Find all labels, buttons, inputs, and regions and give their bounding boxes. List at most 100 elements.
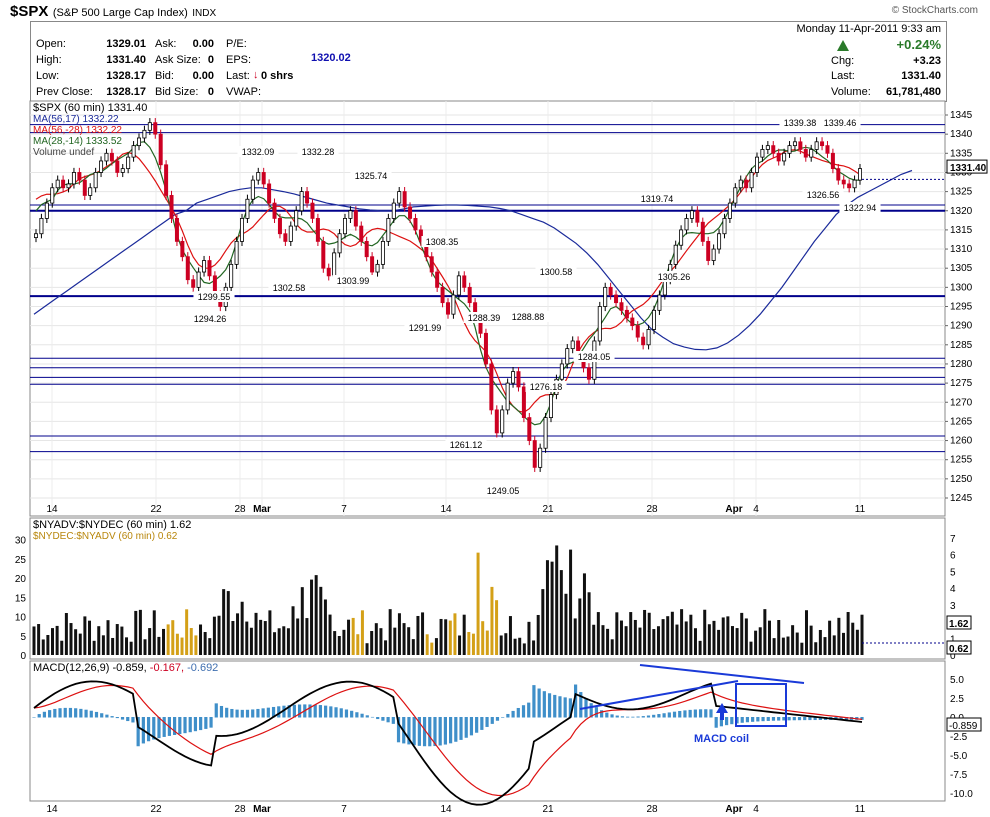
- breadth-bar: [536, 614, 540, 655]
- candle-body: [776, 152, 781, 162]
- price-label-text: 1325.74: [355, 171, 388, 181]
- price-label-text: 1300.58: [540, 267, 573, 277]
- price-label: 1261.12: [445, 439, 487, 450]
- macd-histogram-bar: [376, 717, 380, 720]
- breadth-bar: [88, 620, 92, 655]
- breadth-bar: [458, 635, 462, 655]
- candle-body: [413, 218, 418, 231]
- candle-body: [516, 371, 521, 388]
- candle-body: [825, 145, 830, 154]
- breadth-bar: [698, 640, 702, 655]
- ma3-legend: MA(28,-14) 1333.52: [33, 136, 122, 147]
- breadth-bar: [670, 611, 674, 655]
- breadth-bar: [55, 625, 59, 655]
- candle-body: [353, 210, 358, 227]
- breadth-axis: 302520151050765432101.620.62: [15, 534, 972, 662]
- arrow-up-icon: [716, 703, 728, 720]
- breadth-bar: [226, 591, 230, 655]
- breadth-bar: [263, 621, 267, 655]
- last-price-tag: 1331.40: [946, 159, 988, 174]
- breadth-bar: [828, 620, 832, 655]
- date-tick-label: Mar: [253, 504, 271, 515]
- macd-histogram-bar: [428, 717, 432, 747]
- date-tick-label: 22: [150, 504, 162, 515]
- macd-histogram-bar: [350, 710, 354, 718]
- breadth-bar: [175, 633, 179, 655]
- candle-body: [798, 141, 803, 150]
- macd-histogram-bar: [589, 703, 593, 718]
- macd-histogram-bar: [756, 717, 760, 722]
- volume-label: Volume:: [831, 86, 871, 98]
- bidsize-label: Bid Size:: [155, 86, 199, 98]
- macd-panel: [29, 660, 946, 802]
- macd-histogram-bar: [251, 709, 255, 718]
- breadth-bar: [236, 613, 240, 655]
- breadth-bar: [245, 621, 249, 655]
- breadth-bar: [633, 619, 637, 655]
- macd-histogram-bar: [641, 716, 645, 718]
- breadth-bar: [185, 609, 189, 655]
- price-label-bg: [482, 485, 524, 496]
- ask-label: Ask:: [155, 38, 177, 50]
- macd-legend-v2: -0.167,: [149, 662, 185, 674]
- macd-histogram-bar: [542, 691, 546, 718]
- macd-histogram-bar: [42, 711, 47, 718]
- macd-histogram-bar: [271, 706, 276, 718]
- candle-body: [364, 240, 369, 258]
- breadth-bar: [569, 549, 573, 655]
- candle-body: [136, 137, 141, 147]
- price-tick-label: 1260: [950, 436, 973, 447]
- candle-body: [229, 263, 234, 288]
- macd-histogram-bar: [334, 707, 338, 718]
- macd-histogram-bar: [797, 717, 802, 721]
- candle-body: [722, 218, 727, 235]
- date-tick-label: Mar: [253, 804, 271, 815]
- price-tick-label: 1320: [950, 206, 973, 217]
- macd-histogram-bar: [818, 717, 822, 721]
- date-tick-label: 7: [341, 504, 347, 515]
- breadth-bar: [638, 627, 642, 655]
- candle-body: [250, 179, 255, 200]
- chg-value: +3.23: [913, 55, 941, 67]
- price-label: 1319.74: [636, 193, 678, 204]
- macd-histogram-bar: [860, 717, 864, 720]
- candle-body: [565, 348, 570, 365]
- price-label-bg: [802, 189, 844, 200]
- eps-label: EPS:: [226, 54, 252, 66]
- macd-histogram-bar: [245, 709, 250, 718]
- breadth-bar: [444, 619, 448, 655]
- breadth-bar: [439, 618, 443, 655]
- price-label: 1249.05: [482, 485, 524, 496]
- price-label-bg: [237, 146, 279, 157]
- breadth-bar: [508, 616, 512, 655]
- candle-body: [115, 160, 120, 173]
- breadth-bar: [744, 618, 748, 655]
- price-label: 1291.99: [404, 322, 446, 333]
- macd-histogram-bar: [126, 717, 130, 722]
- breadth-left-tick: 15: [15, 593, 27, 604]
- macd-histogram-bar: [579, 692, 583, 718]
- candle-body: [191, 279, 196, 288]
- bid-label: Bid:: [155, 70, 174, 82]
- candle-body: [858, 168, 863, 181]
- date-axis: 14 22 28 Mar 7 14 21 28 Apr 4 11: [46, 504, 865, 515]
- breadth-bar: [203, 632, 207, 655]
- breadth-bar: [249, 627, 253, 655]
- macd-histogram-bar: [157, 717, 161, 739]
- macd-histogram-bar: [308, 704, 312, 718]
- breadth-bar: [855, 629, 859, 655]
- breadth-bar: [652, 629, 656, 655]
- macd-histogram-bar: [178, 717, 182, 735]
- candle-body: [836, 168, 841, 181]
- breadth-bar: [397, 613, 401, 655]
- breadth-bar: [32, 626, 36, 655]
- ma-56-17-line: [33, 169, 913, 351]
- macd-histogram-bar: [735, 717, 739, 724]
- price-label-bg: [573, 351, 615, 362]
- last-price-tag-text: 1331.40: [950, 163, 987, 174]
- macd-histogram-bar: [547, 693, 552, 718]
- macd-histogram-bar: [693, 709, 697, 718]
- macd-histogram-bar: [501, 717, 505, 718]
- price-label-bg: [636, 193, 678, 204]
- candle-body: [619, 302, 624, 311]
